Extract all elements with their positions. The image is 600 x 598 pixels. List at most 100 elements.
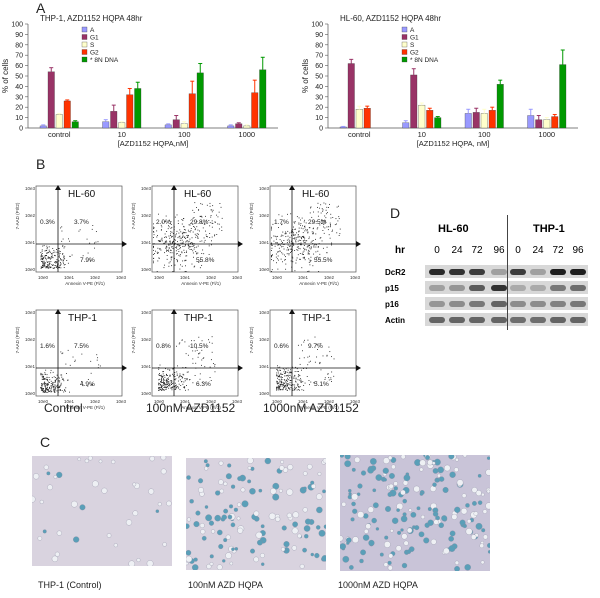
x-tick-label: control <box>48 130 71 139</box>
y-tick-label: 50 <box>315 74 323 81</box>
scatter-dots <box>40 225 99 269</box>
x-axis-label: [AZD1152 HQPA, nM] <box>417 139 490 148</box>
arrow-right <box>238 241 243 247</box>
y-tick-label: 10e3 <box>259 310 270 315</box>
y-tick-label: 0 <box>319 126 323 133</box>
quadrant-ur: 29.8% <box>190 219 209 226</box>
arrow-right <box>238 365 243 371</box>
bar <box>551 116 559 129</box>
blot-band <box>449 300 465 307</box>
micrograph-label-100nm: 100nM AZD HQPA <box>188 580 263 590</box>
micrograph-2 <box>340 455 490 571</box>
bar <box>472 112 480 129</box>
western-timepoints: 0 24 72 96 0 24 72 96 <box>385 245 590 259</box>
x-tick-label: 10e0 <box>38 399 49 404</box>
x-tick-label: 1000 <box>538 130 555 139</box>
bar <box>227 125 235 129</box>
bar <box>172 119 180 129</box>
bar <box>496 84 504 129</box>
legend-swatch <box>401 49 408 55</box>
cell-line-label: THP-1 <box>302 313 331 324</box>
micrograph-1 <box>186 458 326 570</box>
x-tick-label: 10e0 <box>272 399 283 404</box>
western-group-thp1: THP-1 <box>533 223 565 235</box>
x-tick-label: 10e1 <box>298 399 309 404</box>
x-tick-label: 10e0 <box>154 399 165 404</box>
y-axis-label: % of cells <box>1 59 10 93</box>
timepoint-label: 24 <box>451 245 463 256</box>
bar <box>363 108 371 129</box>
legend-swatch <box>401 41 408 48</box>
micrograph-label-1000nm: 1000nM AZD HQPA <box>338 580 418 590</box>
legend-label: S <box>410 42 415 49</box>
flow-plot-thp-1-2: THP-1 0.6% 9.7% 5.1% 10e0 10e1 10e2 10e3 10e3 10e… <box>249 309 361 410</box>
y-axis-label: 7-AAD (PI/t2) <box>249 202 254 229</box>
y-tick-label: 90 <box>315 32 323 39</box>
chart-title: HL-60, AZD1152 HQPA 48hr <box>340 14 441 23</box>
y-tick-label: 10e0 <box>25 391 36 396</box>
y-tick-label: 20 <box>315 105 323 112</box>
y-axis-label: 7-AAD (PI/t2) <box>131 326 136 353</box>
western-group-hl60: HL-60 <box>438 223 469 235</box>
legend-label: G1 <box>410 35 419 42</box>
x-tick-label: 10e3 <box>232 399 243 404</box>
plot-frame <box>151 185 239 273</box>
arrow-up <box>289 185 295 190</box>
y-tick-label: 10 <box>315 115 323 122</box>
arrow-up <box>55 185 61 190</box>
bar <box>543 119 551 129</box>
scatter-dots <box>153 202 223 272</box>
timepoint-label: 96 <box>493 245 505 256</box>
y-tick-label: 10e3 <box>25 310 36 315</box>
bar-chart-thp1: THP-1, AZD1152 HQPA 48hr % of cells 0 10 20 3… <box>1 14 278 148</box>
y-tick-label: 10e1 <box>141 240 152 245</box>
bar <box>180 123 188 129</box>
y-tick-label: 60 <box>15 63 23 70</box>
y-tick-label: 10e2 <box>141 337 152 342</box>
quadrant-ur: 9.7% <box>308 343 323 350</box>
cell-line-label: HL-60 <box>302 189 330 200</box>
y-tick-label: 20 <box>15 105 23 112</box>
y-tick-label: 70 <box>15 53 23 60</box>
y-tick-label: 10e1 <box>259 364 270 369</box>
timepoint-label: 0 <box>434 245 440 256</box>
condition-label-control: Control <box>44 401 83 415</box>
quadrant-ul: 1.7% <box>274 219 289 226</box>
blot-band <box>429 268 445 275</box>
western-bands: DcR2 p15 p16 Actin <box>385 265 590 330</box>
panel-label-d: D <box>390 205 401 221</box>
legend-label: A <box>90 27 95 34</box>
western-blot: HL-60 THP-1 hr 0 24 72 96 0 24 72 96 DcR2 p15 p16… <box>385 215 590 330</box>
arrow-up <box>289 309 295 314</box>
cell-line-label: HL-60 <box>68 189 96 200</box>
bar <box>39 125 47 129</box>
flow-plot-hl-60-1: HL-60 2.0% 29.8% 55.8% 10e0 10e1 10e2 10e3 10e3 1… <box>131 185 243 286</box>
x-axis-label: Annexin V-PE (Fl/1) <box>299 281 339 286</box>
scatter-dots <box>158 336 216 391</box>
quadrant-lr: 55.5% <box>314 257 333 264</box>
y-tick-label: 10e3 <box>259 186 270 191</box>
x-tick-label: 100 <box>178 130 191 139</box>
x-tick-label: 10e1 <box>64 399 75 404</box>
x-axis-label: Annexin V-PE (Fl/1) <box>65 405 105 410</box>
x-tick-label: control <box>348 130 371 139</box>
y-tick-label: 100 <box>311 22 323 29</box>
y-tick-label: 80 <box>315 42 323 49</box>
quadrant-lr: 4.9% <box>80 381 95 388</box>
blot-band <box>510 316 526 323</box>
x-tick-label: 10e1 <box>180 275 191 280</box>
x-tick-label: 10e2 <box>324 275 335 280</box>
bar <box>134 88 142 129</box>
blot-band <box>570 284 586 291</box>
bar <box>243 125 251 129</box>
blot-band <box>449 284 465 291</box>
x-tick-label: 10e2 <box>206 399 217 404</box>
x-tick-label: 10e2 <box>324 399 335 404</box>
y-tick-label: 10e2 <box>259 337 270 342</box>
bar <box>188 93 196 129</box>
arrow-up <box>171 185 177 190</box>
y-tick-label: 10e2 <box>25 213 36 218</box>
blot-band <box>550 300 566 307</box>
y-tick-label: 10e0 <box>141 267 152 272</box>
